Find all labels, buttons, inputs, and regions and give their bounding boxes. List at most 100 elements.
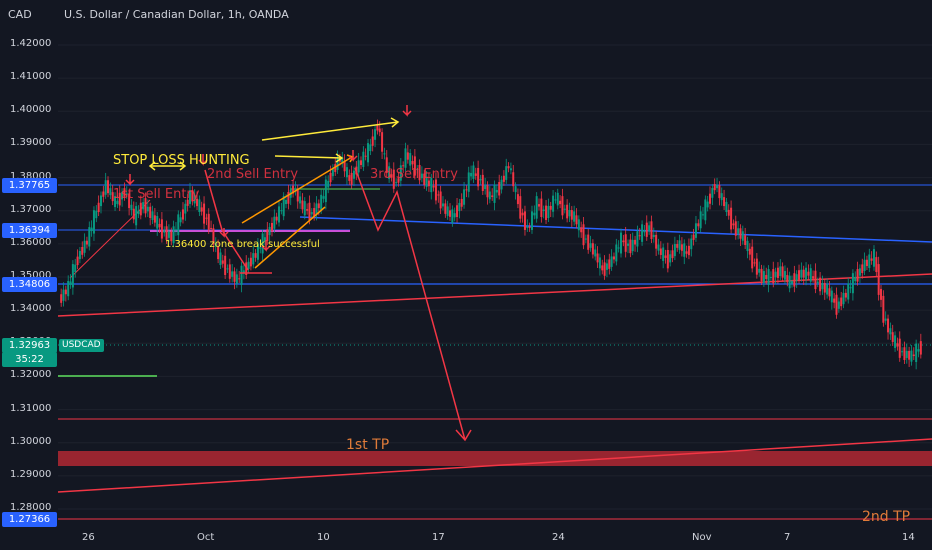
candle-up — [280, 210, 283, 212]
candle-down — [397, 178, 400, 183]
candle-down — [350, 172, 353, 185]
candle-up — [62, 289, 65, 301]
candle-down — [645, 222, 648, 237]
candle-up — [409, 153, 412, 166]
candle-down — [739, 228, 742, 239]
candle-down — [224, 255, 227, 276]
candle-down — [549, 205, 552, 210]
candle-down — [856, 269, 859, 282]
candle-down — [301, 200, 304, 210]
candle-down — [275, 216, 278, 221]
down-marker-1 — [125, 174, 135, 186]
candle-down — [437, 194, 440, 196]
candle-down — [196, 198, 199, 207]
y-tick-label: 1.38000 — [10, 170, 52, 182]
candle-down — [776, 267, 779, 278]
ticker-label[interactable]: USDCAD — [59, 339, 104, 352]
candle-up — [884, 318, 887, 321]
candle-up — [463, 189, 466, 205]
x-tick-label: Nov — [692, 532, 712, 543]
candle-up — [151, 211, 154, 220]
candle-down — [228, 264, 231, 279]
candle-up — [598, 257, 601, 269]
candle-down — [580, 227, 583, 233]
candle-down — [406, 152, 409, 160]
price-tag-127366[interactable]: 1.27366 — [2, 512, 57, 527]
candle-up — [800, 269, 803, 278]
candle-up — [156, 216, 159, 229]
candle-up — [809, 268, 812, 282]
candle-up — [554, 199, 557, 201]
candle-down — [486, 185, 489, 198]
candle-down — [210, 227, 213, 229]
candle-down — [655, 234, 658, 249]
candle-down — [449, 210, 452, 217]
candle-down — [566, 204, 569, 219]
candle-up — [446, 206, 449, 216]
x-tick-label: Oct — [197, 532, 215, 543]
candle-down — [748, 248, 751, 255]
sell-entry-3-label: 3rd Sell Entry — [370, 167, 458, 182]
candle-up — [716, 185, 719, 189]
candle-down — [870, 258, 873, 261]
y-tick-label: 1.35000 — [10, 270, 52, 281]
candle-down — [786, 275, 789, 283]
current-price-tag[interactable]: 1.32963 — [2, 338, 57, 353]
candle-up — [652, 234, 655, 238]
candle-down — [502, 175, 505, 182]
x-tick-label: 24 — [552, 532, 565, 543]
candle-up — [530, 211, 533, 230]
candle-up — [453, 213, 456, 218]
candle-down — [650, 221, 653, 240]
candle-down — [919, 341, 922, 355]
candle-down — [882, 295, 885, 323]
candle-down — [519, 196, 522, 219]
candle-up — [648, 225, 651, 231]
candle-down — [877, 264, 880, 295]
price-tag-136394[interactable]: 1.36394 — [2, 223, 57, 238]
candle-up — [74, 264, 77, 273]
candle-up — [711, 188, 714, 198]
candle-up — [568, 210, 571, 217]
candle-down — [233, 271, 236, 282]
symbol-title[interactable]: U.S. Dollar / Canadian Dollar, 1h, OANDA — [64, 8, 289, 21]
candle-down — [880, 288, 883, 300]
candle-down — [158, 223, 161, 228]
candle-down — [896, 343, 899, 347]
candle-up — [830, 290, 833, 303]
price-tag-134806[interactable]: 1.34806 — [2, 277, 57, 292]
sell-path-1 — [204, 169, 249, 271]
candle-down — [753, 262, 756, 264]
candle-down — [205, 217, 208, 219]
candle-down — [540, 198, 543, 218]
candle-up — [67, 280, 70, 297]
candle-up — [303, 201, 306, 216]
candle-down — [498, 182, 501, 196]
candle-down — [238, 278, 241, 280]
candle-down — [317, 203, 320, 209]
candle-down — [692, 234, 695, 240]
down-marker-2 — [198, 154, 208, 166]
projection-arrowhead — [455, 429, 472, 442]
candle-up — [322, 196, 325, 199]
candle-up — [99, 195, 102, 207]
yellow-arrow-2 — [274, 155, 343, 159]
candle-up — [863, 259, 866, 272]
price-tag-137765[interactable]: 1.37765 — [2, 178, 57, 193]
y-tick-label: 1.32000 — [10, 369, 52, 381]
candle-down — [587, 234, 590, 250]
candle-up — [71, 264, 74, 288]
candle-up — [816, 281, 819, 284]
red-trendline-lower — [57, 438, 932, 493]
candle-up — [184, 203, 187, 214]
candle-up — [88, 227, 91, 247]
candle-up — [114, 196, 117, 208]
candle-up — [259, 247, 262, 249]
candle-down — [385, 157, 388, 173]
candle-down — [427, 180, 430, 187]
y-tick-label: 1.30000 — [10, 435, 52, 447]
candle-up — [219, 252, 222, 266]
candle-down — [364, 155, 367, 157]
candle-up — [324, 179, 327, 203]
